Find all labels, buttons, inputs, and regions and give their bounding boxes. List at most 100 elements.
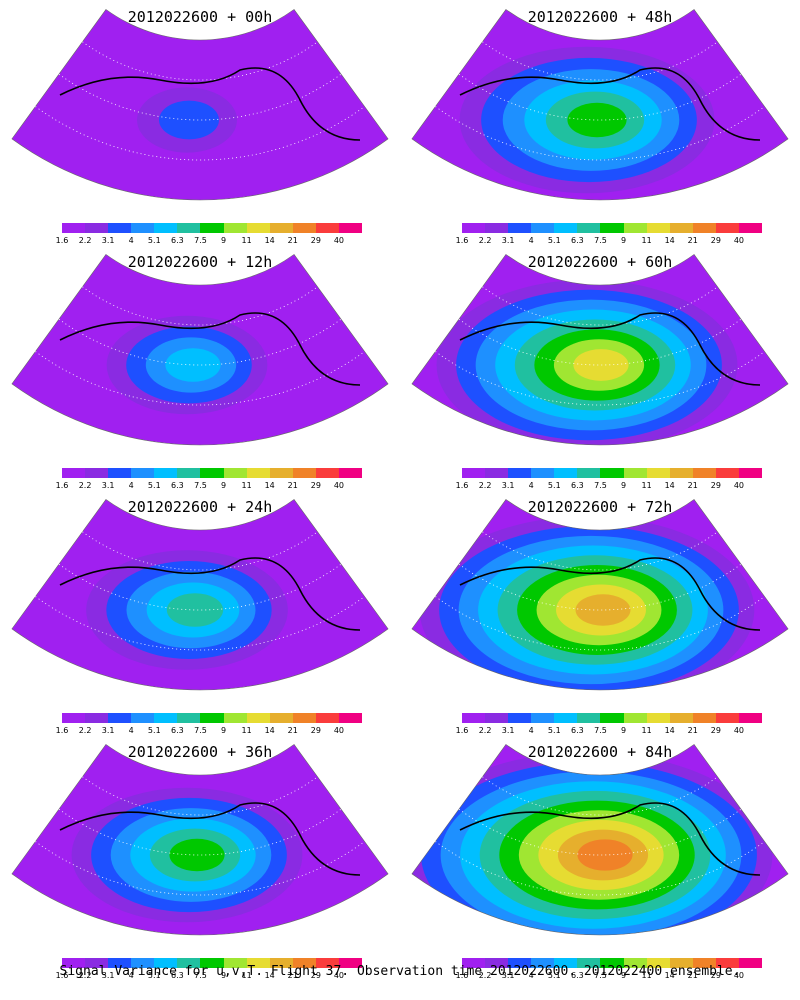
colorbar-tick-label: 4	[528, 481, 534, 490]
colorbar-tick-label: 2.2	[478, 236, 492, 245]
coastline	[459, 557, 761, 631]
colorbar-tick-label: 1.6	[55, 971, 69, 980]
colorbar-tick-label: 7.5	[194, 236, 207, 245]
polar-map	[411, 499, 789, 691]
colorbar-swatch	[600, 223, 624, 233]
colorbar-tick-label: 40	[733, 236, 745, 245]
colorbar-swatch	[292, 223, 316, 233]
map-panel: 2012022600 + 72h 1.6 2.2 3.1 4 5.1 6.3 7.5 9 11 14…	[400, 490, 800, 735]
map-panel: 2012022600 + 48h 1.6 2.2 3.1 4 5.1 6.3 7.5 9 11 14…	[400, 0, 800, 245]
colorbar	[62, 468, 363, 478]
colorbar-swatch	[462, 223, 486, 233]
panel-title: 2012022600 + 36h	[127, 743, 273, 761]
colorbar-tick-label: 5.1	[547, 726, 561, 735]
polar-map	[11, 499, 389, 691]
colorbar-swatch	[462, 468, 486, 478]
colorbar-swatch	[577, 958, 601, 968]
colorbar-tick-label: 6.3	[571, 481, 584, 490]
colorbar-tick-label: 4	[128, 726, 134, 735]
colorbar-tick-label: 21	[287, 481, 298, 490]
colorbar-swatch	[669, 223, 693, 233]
colorbar-swatch	[177, 713, 201, 723]
colorbar-swatch	[131, 223, 155, 233]
colorbar-swatch	[131, 468, 155, 478]
map-panel: 2012022600 + 12h 1.6 2.2 3.1 4 5.1 6.3 7.5 9 11 14…	[0, 245, 400, 490]
map-panel: 2012022600 + 24h 1.6 2.2 3.1 4 5.1 6.3 7.5 9 11 14…	[0, 490, 400, 735]
colorbar-tick-label: 14	[664, 726, 675, 735]
colorbar-swatch	[223, 223, 247, 233]
colorbar-swatch	[154, 958, 178, 968]
colorbar-swatch	[338, 223, 363, 233]
colorbar-swatch	[531, 713, 555, 723]
colorbar-swatch	[669, 468, 693, 478]
colorbar-swatch	[338, 713, 363, 723]
coastline	[459, 312, 761, 386]
colorbar-swatch	[738, 713, 763, 723]
panel-title: 2012022600 + 72h	[527, 498, 673, 516]
colorbar-tick-label: 21	[287, 971, 298, 980]
colorbar-swatch	[485, 958, 509, 968]
colorbar-tick-label: 2.2	[478, 971, 492, 980]
colorbar-swatch	[669, 713, 693, 723]
colorbar-swatch	[131, 958, 155, 968]
colorbar-tick-label: 29	[710, 236, 721, 245]
colorbar-tick-label: 3.1	[501, 971, 515, 980]
coastline	[59, 67, 361, 141]
colorbar-swatch	[292, 468, 316, 478]
colorbar-swatch	[177, 958, 201, 968]
colorbar-tick-label: 11	[241, 971, 252, 980]
colorbar-tick-label: 9	[620, 971, 627, 980]
coastline	[59, 802, 361, 876]
colorbar-tick-label: 7.5	[594, 971, 607, 980]
map-panel: 2012022600 + 84h 1.6 2.2 3.1 4 5.1 6.3 7.5 9 11 14…	[400, 735, 800, 980]
colorbar-tick-label: 29	[710, 726, 721, 735]
colorbar	[62, 223, 363, 233]
colorbar-swatch	[485, 713, 509, 723]
colorbar-labels: 1.6 2.2 3.1 4 5.1 6.3 7.5 9 11 14 21 29 40	[456, 726, 762, 735]
colorbar-tick-label: 7.5	[594, 481, 607, 490]
colorbar	[462, 713, 763, 723]
polar-map	[11, 254, 389, 446]
colorbar-swatch	[531, 958, 555, 968]
colorbar-tick-label: 11	[641, 481, 652, 490]
colorbar-swatch	[623, 223, 647, 233]
colorbar-tick-label: 7.5	[594, 236, 607, 245]
colorbar-tick-label: 3.1	[501, 726, 515, 735]
colorbar-swatch	[508, 713, 532, 723]
colorbar-tick-label: 40	[333, 726, 345, 735]
colorbar-swatch	[646, 468, 670, 478]
coastline	[459, 67, 761, 141]
colorbar-swatch	[623, 468, 647, 478]
colorbar-tick-label: 3.1	[101, 236, 115, 245]
colorbar-tick-label: 11	[241, 236, 252, 245]
colorbar-swatch	[669, 958, 693, 968]
colorbar-tick-label: 1.6	[455, 481, 469, 490]
colorbar-tick-label: 2.2	[478, 481, 492, 490]
colorbar-tick-label: 5.1	[147, 726, 161, 735]
colorbar-swatch	[246, 468, 270, 478]
colorbar-swatch	[738, 468, 763, 478]
polar-map	[11, 744, 389, 936]
colorbar-swatch	[508, 468, 532, 478]
colorbar	[462, 468, 763, 478]
colorbar-tick-label: 29	[310, 726, 321, 735]
colorbar-tick-label: 11	[641, 726, 652, 735]
colorbar-tick-label: 5.1	[547, 236, 561, 245]
colorbar-swatch	[577, 713, 601, 723]
colorbar-swatch	[485, 223, 509, 233]
map-panel: 2012022600 + 36h 1.6 2.2 3.1 4 5.1 6.3 7.5 9 11 14…	[0, 735, 400, 980]
colorbar-tick-label: 3.1	[101, 481, 115, 490]
colorbar-swatch	[62, 223, 86, 233]
colorbar-swatch	[108, 223, 132, 233]
colorbar	[462, 223, 763, 233]
colorbar-swatch	[108, 958, 132, 968]
colorbar-tick-label: 6.3	[171, 726, 184, 735]
colorbar-swatch	[269, 713, 293, 723]
colorbar-swatch	[600, 958, 624, 968]
colorbar-tick-label: 14	[264, 971, 275, 980]
figure-caption: Signal Variance for u,v,T. Flight 37. Ob…	[59, 964, 741, 979]
colorbar-tick-label: 4	[528, 236, 534, 245]
colorbar-swatch	[646, 958, 670, 968]
colorbar-labels: 1.6 2.2 3.1 4 5.1 6.3 7.5 9 11 14 21 29 40	[56, 236, 362, 245]
colorbar-tick-label: 9	[220, 236, 227, 245]
